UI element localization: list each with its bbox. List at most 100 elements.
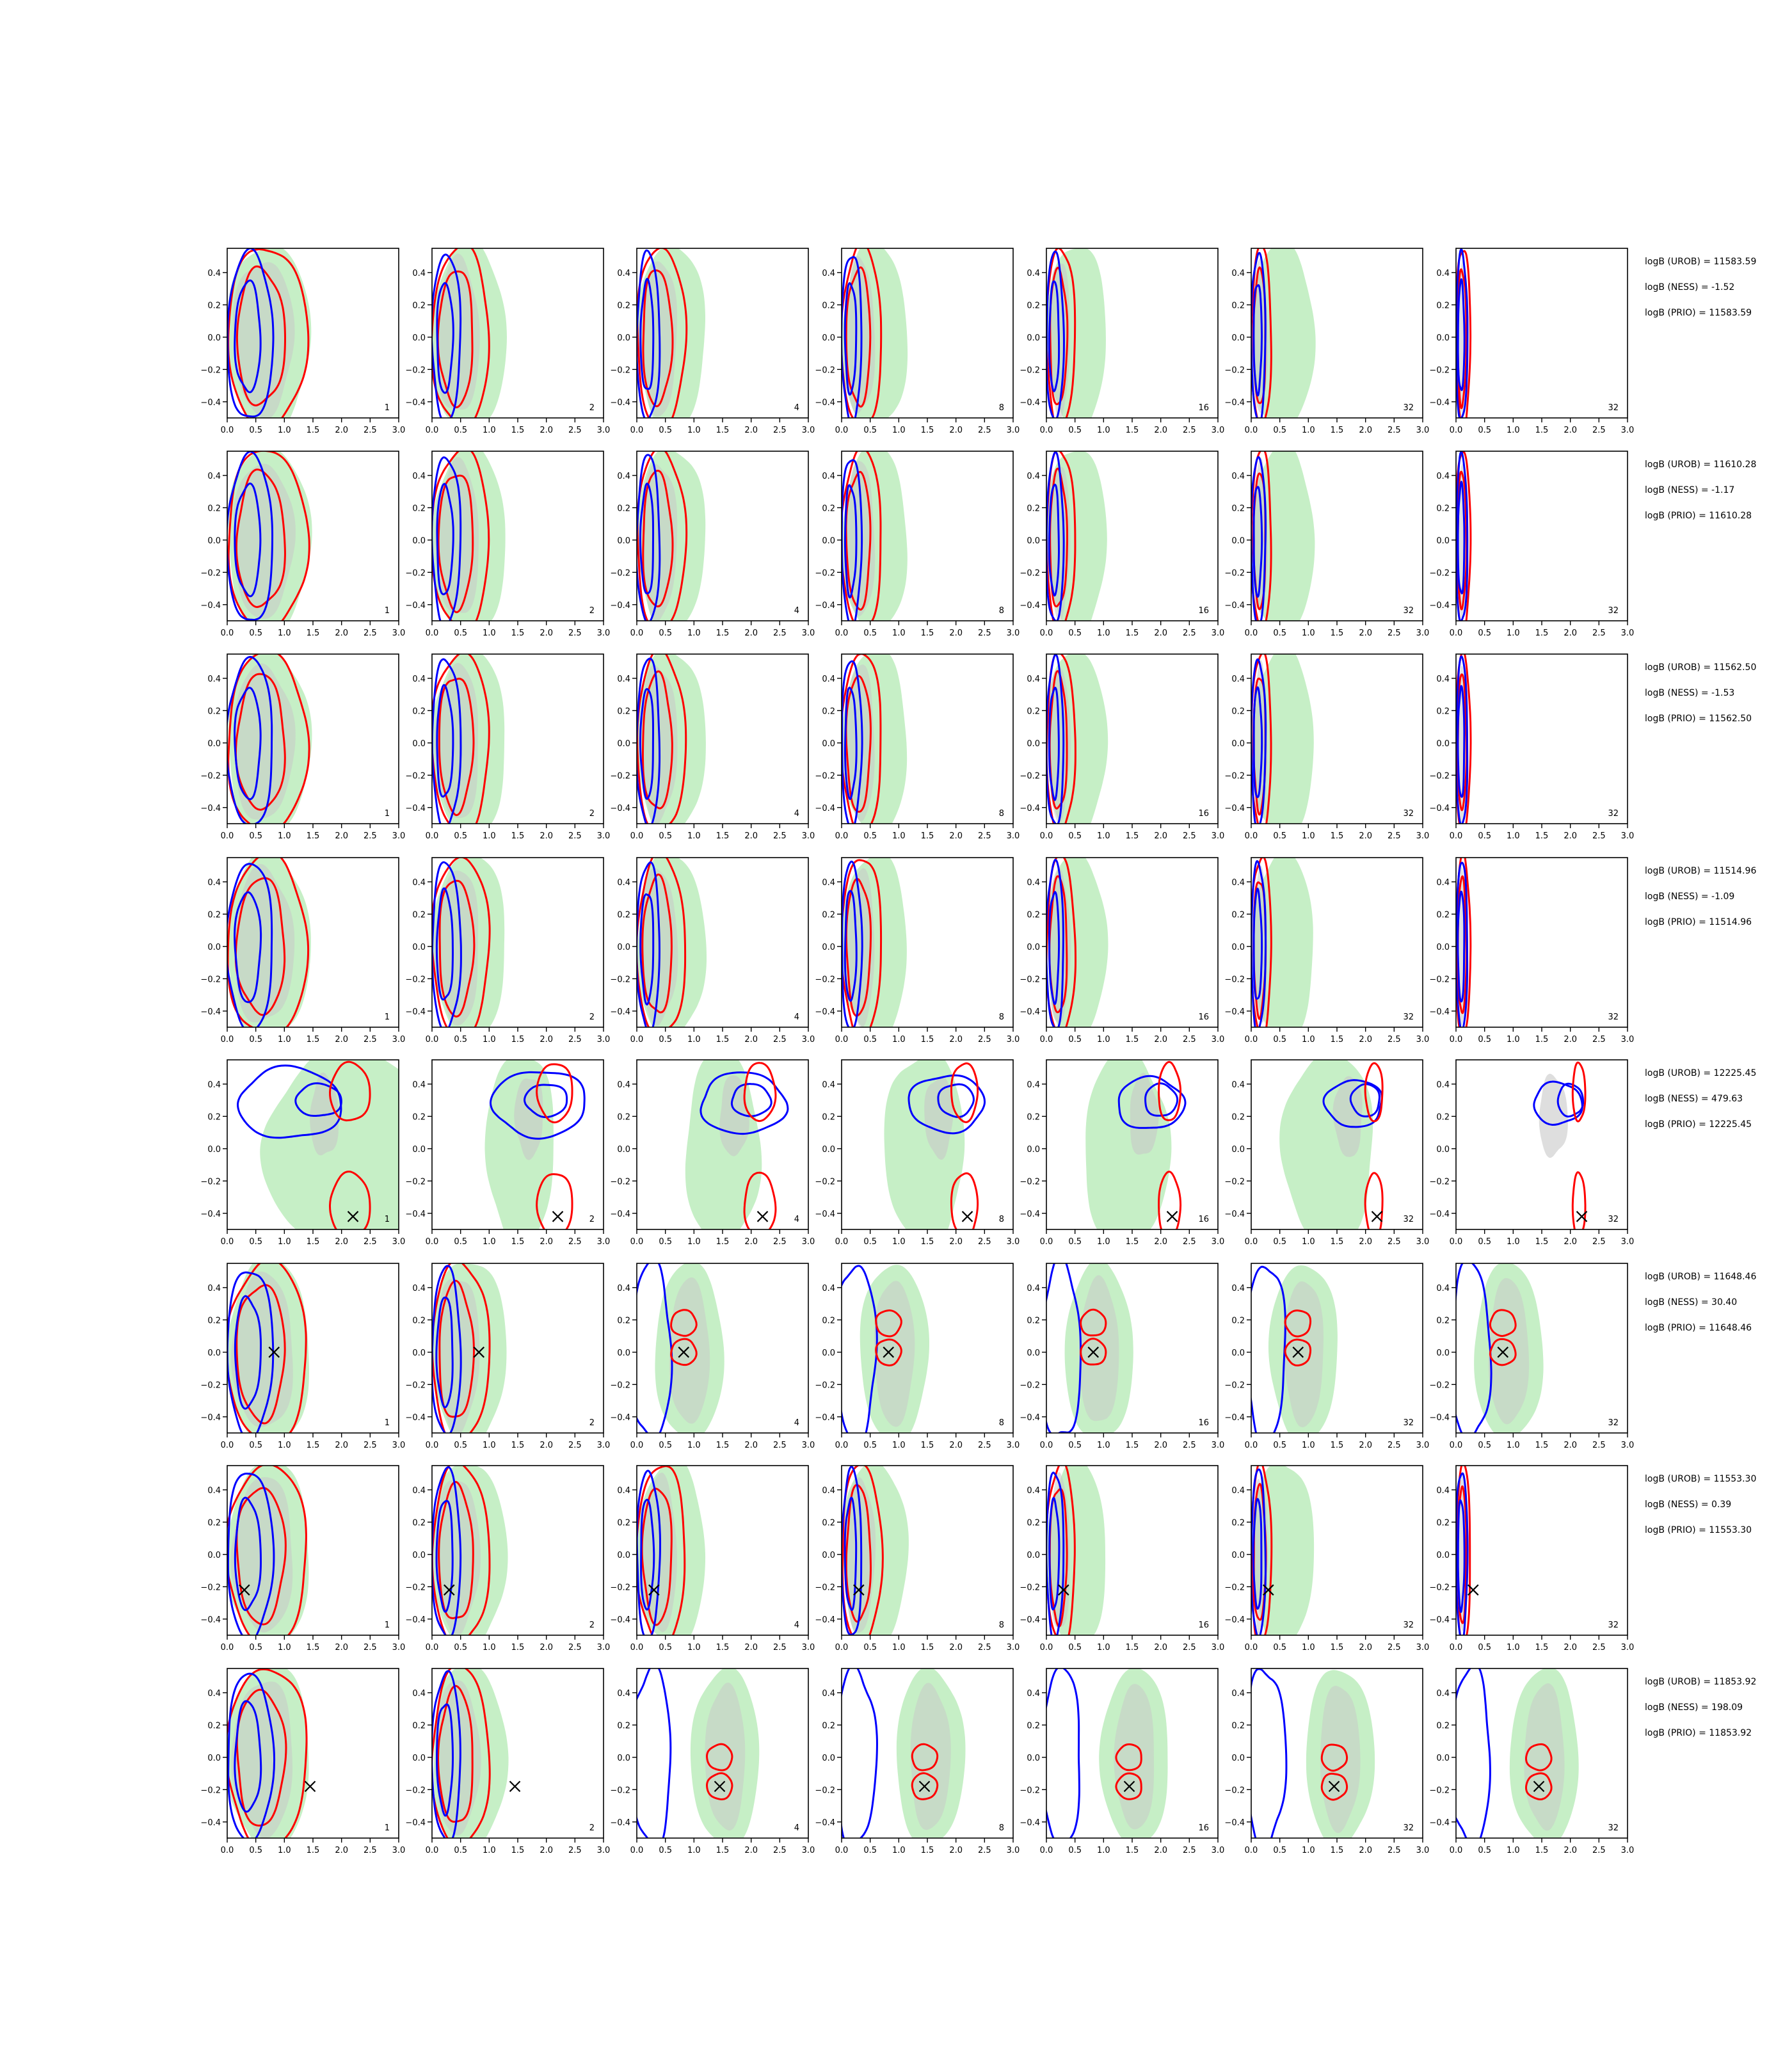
plot-area bbox=[1046, 1263, 1133, 1433]
x-tick-label: 2.5 bbox=[1183, 1237, 1196, 1247]
blue-contour-inner bbox=[1048, 891, 1060, 1005]
y-tick-label: 0.2 bbox=[1231, 1721, 1245, 1731]
panel-label: 4 bbox=[794, 1012, 799, 1022]
x-tick-label: 0.5 bbox=[659, 628, 672, 638]
y-tick-label: −0.2 bbox=[1224, 1583, 1245, 1592]
plot-area bbox=[1251, 1466, 1315, 1635]
x-tick-label: 1.0 bbox=[483, 1643, 496, 1652]
x-tick-label: 1.5 bbox=[1331, 831, 1344, 841]
x-tick-label: 1.0 bbox=[1097, 1035, 1110, 1044]
y-tick-label: −0.4 bbox=[405, 1007, 426, 1017]
y-tick-label: −0.2 bbox=[610, 568, 630, 578]
y-tick-label: 0.4 bbox=[1231, 675, 1245, 684]
x-tick-label: 1.0 bbox=[1097, 831, 1110, 841]
y-tick-label: 0.4 bbox=[207, 269, 221, 278]
blue-contour-outer bbox=[1456, 655, 1469, 824]
y-tick-label: −0.2 bbox=[405, 568, 426, 578]
x-tick-label: 1.0 bbox=[1302, 1846, 1315, 1855]
plot-area bbox=[227, 858, 311, 1027]
x-tick-label: 0.0 bbox=[1040, 1643, 1053, 1652]
grey-density bbox=[1130, 1073, 1159, 1155]
blue-contour-outer bbox=[700, 1071, 789, 1135]
red-contour-lower bbox=[706, 1772, 733, 1800]
plot-area bbox=[1046, 248, 1106, 418]
x-tick-label: 2.5 bbox=[1388, 1846, 1401, 1855]
blue-contour-inner bbox=[234, 279, 262, 394]
x-tick-label: 2.0 bbox=[1154, 1643, 1167, 1652]
x-tick-label: 2.5 bbox=[364, 1643, 377, 1652]
x-tick-label: 1.5 bbox=[1535, 628, 1549, 638]
true-value-marker bbox=[1087, 1347, 1100, 1358]
x-tick-label: 2.0 bbox=[744, 1441, 758, 1450]
y-tick-label: −0.2 bbox=[1429, 1380, 1450, 1390]
y-tick-label: 0.0 bbox=[412, 739, 426, 749]
x-tick-label: 2.5 bbox=[568, 1237, 582, 1247]
plot-area bbox=[1251, 451, 1315, 621]
x-tick-label: 0.0 bbox=[630, 1846, 644, 1855]
y-tick-label: −0.4 bbox=[815, 1007, 835, 1017]
x-tick-label: 2.0 bbox=[335, 426, 348, 435]
panel-label: 32 bbox=[1608, 403, 1619, 413]
panel-label: 2 bbox=[589, 1418, 595, 1428]
y-tick-label: −0.4 bbox=[610, 601, 630, 611]
x-tick-label: 3.0 bbox=[1007, 1035, 1020, 1044]
stats-text: logB (UROB) = 12225.45 bbox=[1645, 1068, 1756, 1078]
panel-label: 32 bbox=[1403, 1012, 1414, 1022]
y-tick-label: 0.2 bbox=[1027, 1518, 1040, 1528]
x-tick-label: 0.0 bbox=[1245, 1237, 1258, 1247]
red-contour-outer bbox=[432, 654, 490, 824]
plot-area bbox=[1456, 654, 1472, 824]
grey-density bbox=[233, 262, 295, 418]
y-tick-label: 0.0 bbox=[822, 943, 835, 952]
panel-label: 2 bbox=[589, 1823, 595, 1833]
y-tick-label: 0.0 bbox=[1231, 536, 1245, 546]
plot-area bbox=[637, 248, 706, 418]
x-tick-label: 2.5 bbox=[1592, 1846, 1606, 1855]
x-tick-label: 1.5 bbox=[307, 628, 320, 638]
y-tick-label: −0.4 bbox=[1020, 1413, 1040, 1423]
y-tick-label: 0.4 bbox=[1436, 1689, 1450, 1699]
y-tick-label: −0.4 bbox=[815, 1210, 835, 1219]
plot-area bbox=[1251, 858, 1313, 1027]
y-tick-label: 0.0 bbox=[1027, 536, 1040, 546]
y-tick-label: 0.0 bbox=[207, 739, 221, 749]
x-tick-label: 1.0 bbox=[278, 1441, 291, 1450]
blue-contour-inner bbox=[1556, 1082, 1585, 1118]
x-tick-label: 1.5 bbox=[1126, 426, 1139, 435]
x-tick-label: 1.0 bbox=[687, 1035, 701, 1044]
x-tick-label: 1.5 bbox=[716, 1846, 730, 1855]
y-tick-label: 0.0 bbox=[617, 943, 630, 952]
panel-r2-c2: −0.4 −0.2 0.0 0.2 0.4 0.0 0.5 1.0 1.5 2.0 2.5 3.0 4 bbox=[610, 653, 815, 841]
grey-density bbox=[514, 1078, 543, 1160]
y-tick-label: −0.2 bbox=[610, 771, 630, 781]
x-tick-label: 3.0 bbox=[1212, 831, 1225, 841]
panel-r7-c0: −0.4 −0.2 0.0 0.2 0.4 0.0 0.5 1.0 1.5 2.0 2.5 3.0 1 bbox=[200, 1668, 405, 1855]
x-tick-label: 2.0 bbox=[1359, 426, 1372, 435]
x-tick-label: 0.5 bbox=[659, 1035, 672, 1044]
x-tick-label: 2.5 bbox=[364, 1441, 377, 1450]
y-tick-label: 0.2 bbox=[1436, 1112, 1450, 1122]
x-tick-label: 0.5 bbox=[1068, 1237, 1082, 1247]
x-tick-label: 3.0 bbox=[597, 831, 611, 841]
x-tick-label: 0.5 bbox=[863, 1643, 877, 1652]
true-value-marker bbox=[1123, 1780, 1135, 1793]
x-tick-label: 0.5 bbox=[1478, 426, 1491, 435]
x-tick-label: 0.5 bbox=[454, 426, 467, 435]
y-tick-label: 0.2 bbox=[822, 1721, 835, 1731]
y-tick-label: 0.0 bbox=[412, 536, 426, 546]
x-tick-label: 1.0 bbox=[687, 1846, 701, 1855]
y-tick-label: −0.4 bbox=[610, 1413, 630, 1423]
stats-text: logB (NESS) = -1.52 bbox=[1645, 282, 1734, 292]
y-tick-label: −0.4 bbox=[1020, 804, 1040, 813]
y-tick-label: 0.0 bbox=[207, 1145, 221, 1155]
panel-r3-c2: −0.4 −0.2 0.0 0.2 0.4 0.0 0.5 1.0 1.5 2.0 2.5 3.0 4 bbox=[610, 857, 815, 1044]
panel-r1-c1: −0.4 −0.2 0.0 0.2 0.4 0.0 0.5 1.0 1.5 2.0 2.5 3.0 2 bbox=[405, 451, 610, 638]
x-tick-label: 1.5 bbox=[921, 1441, 934, 1450]
y-tick-label: −0.2 bbox=[815, 1786, 835, 1795]
blue-contour-inner bbox=[844, 484, 858, 599]
x-tick-label: 0.0 bbox=[835, 426, 849, 435]
x-tick-label: 3.0 bbox=[1212, 1643, 1225, 1652]
y-tick-label: 0.2 bbox=[207, 910, 221, 920]
red-contour-inner bbox=[438, 1480, 474, 1619]
